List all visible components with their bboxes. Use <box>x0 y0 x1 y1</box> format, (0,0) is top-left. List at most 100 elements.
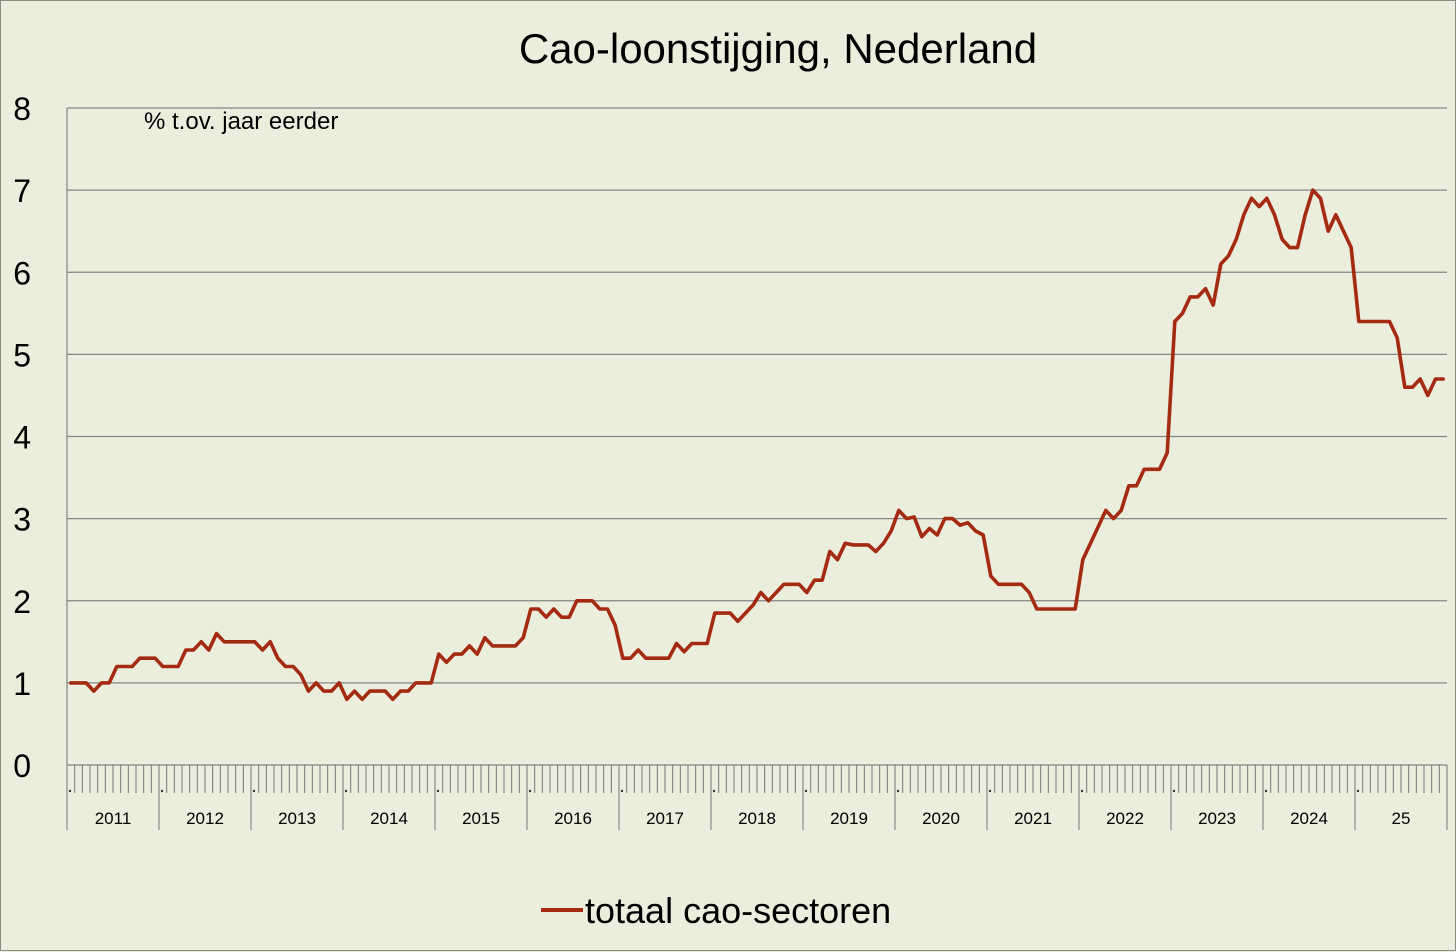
x-year-dot <box>1356 789 1360 793</box>
data-point <box>944 517 946 519</box>
data-point <box>468 645 470 647</box>
data-point <box>85 682 87 684</box>
data-point <box>783 583 785 585</box>
unit-label: % t.ov. jaar eerder <box>144 108 338 135</box>
data-point <box>1181 312 1183 314</box>
data-point <box>928 527 930 529</box>
data-point <box>300 674 302 676</box>
data-point <box>1143 468 1145 470</box>
data-point <box>1365 320 1367 322</box>
data-point <box>154 657 156 659</box>
data-point <box>599 608 601 610</box>
x-year-dot <box>620 789 624 793</box>
data-point <box>353 690 355 692</box>
data-point <box>645 657 647 659</box>
data-point <box>1120 509 1122 511</box>
y-tick-label: 7 <box>13 173 31 209</box>
data-point <box>752 604 754 606</box>
data-point <box>844 542 846 544</box>
data-point <box>714 612 716 614</box>
data-point <box>476 653 478 655</box>
data-point <box>369 690 371 692</box>
data-point <box>890 530 892 532</box>
x-tick-label: 2019 <box>830 809 868 828</box>
data-point <box>821 579 823 581</box>
data-point <box>721 612 723 614</box>
series <box>69 188 1445 702</box>
x-tick-label: 2018 <box>738 809 776 828</box>
data-point <box>123 665 125 667</box>
data-point <box>1020 583 1022 585</box>
x-year-dot <box>896 789 900 793</box>
data-point <box>1358 320 1360 322</box>
y-tick-label: 4 <box>13 420 31 456</box>
data-point <box>1089 542 1091 544</box>
data-point <box>445 661 447 663</box>
data-point <box>1204 288 1206 290</box>
data-point <box>108 682 110 684</box>
y-tick-label: 1 <box>13 666 31 702</box>
data-point <box>484 637 486 639</box>
data-point <box>1235 238 1237 240</box>
data-point <box>146 657 148 659</box>
data-point <box>269 641 271 643</box>
data-point <box>461 653 463 655</box>
data-point <box>238 641 240 643</box>
data-point <box>591 600 593 602</box>
data-point <box>1074 608 1076 610</box>
x-year-dot <box>712 789 716 793</box>
data-point <box>836 559 838 561</box>
data-point <box>1189 296 1191 298</box>
data-point <box>744 612 746 614</box>
data-point <box>100 682 102 684</box>
data-point <box>192 649 194 651</box>
data-point <box>913 516 915 518</box>
data-point <box>407 690 409 692</box>
data-point <box>967 522 969 524</box>
data-point <box>959 524 961 526</box>
data-point <box>1197 296 1199 298</box>
data-point <box>1312 189 1314 191</box>
data-point <box>629 657 631 659</box>
y-axis-ticks: 0 1 2 3 4 5 6 7 8 <box>13 91 31 784</box>
data-point <box>691 642 693 644</box>
data-point <box>1388 320 1390 322</box>
data-point <box>1304 214 1306 216</box>
x-tick-label: 2011 <box>95 809 132 828</box>
data-point <box>376 690 378 692</box>
data-point <box>292 665 294 667</box>
x-year-dot <box>1264 789 1268 793</box>
data-point <box>338 682 340 684</box>
gridlines <box>67 107 1447 684</box>
x-tick-label: 2021 <box>1014 809 1052 828</box>
x-year-dot <box>804 789 808 793</box>
data-point <box>361 698 363 700</box>
data-point <box>652 657 654 659</box>
data-point <box>139 657 141 659</box>
data-point <box>1043 608 1045 610</box>
data-point <box>438 653 440 655</box>
data-point <box>1327 230 1329 232</box>
data-point <box>553 608 555 610</box>
data-point <box>576 600 578 602</box>
data-point <box>622 657 624 659</box>
data-point <box>1166 452 1168 454</box>
x-axis-ticks: 2011 2012 2013 2014 2015 2016 2017 2018 2019 2020… <box>66 765 1448 830</box>
data-point <box>1013 583 1015 585</box>
chart-title: Cao-loonstijging, Nederland <box>519 25 1037 72</box>
data-point <box>606 608 608 610</box>
data-point <box>1335 214 1337 216</box>
y-tick-label: 2 <box>13 584 31 620</box>
data-point <box>1442 378 1444 380</box>
x-tick-label: 2020 <box>922 809 960 828</box>
data-point <box>767 600 769 602</box>
data-point <box>1350 246 1352 248</box>
x-year-dot <box>160 789 164 793</box>
data-point <box>223 641 225 643</box>
data-point <box>1128 485 1130 487</box>
data-point <box>522 637 524 639</box>
data-point <box>1059 608 1061 610</box>
data-point <box>737 620 739 622</box>
data-point <box>93 690 95 692</box>
